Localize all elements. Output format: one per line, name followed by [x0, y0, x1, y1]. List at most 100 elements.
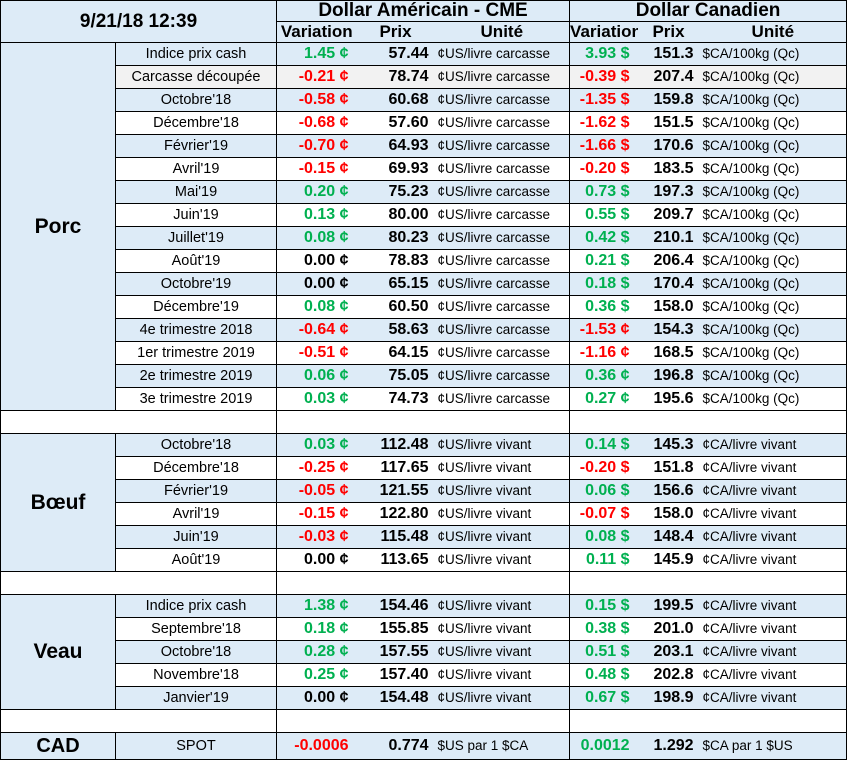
usd-price: 80.00: [356, 203, 435, 227]
usd-variation-header: Variation: [276, 21, 357, 43]
cad-price: 145.9: [637, 548, 700, 572]
usd-unit: ¢US/livre vivant: [434, 640, 571, 664]
table-row: Veau Indice prix cash 1.38 ¢ 154.46 ¢US/livr…: [0, 594, 848, 710]
usd-price: 122.80: [356, 502, 435, 526]
row-label: SPOT: [114, 732, 278, 760]
spacer-cell-usd: [276, 709, 571, 733]
cad-unit: $CA/100kg (Qc): [699, 88, 848, 112]
table-row: Porc Indice prix cash 1.45 ¢ 57.44 ¢US/livre…: [0, 42, 848, 411]
usd-unit: ¢US/livre carcasse: [434, 203, 571, 227]
section-spacer: [0, 571, 848, 595]
cad-variation: -1.66 $: [569, 134, 638, 158]
cad-variation: 0.27 ¢: [569, 387, 638, 411]
cad-variation: -0.20 $: [569, 456, 638, 480]
cad-variation: 0.06 $: [569, 479, 638, 503]
cad-variation: -1.62 $: [569, 111, 638, 135]
usd-price: 78.74: [356, 65, 435, 89]
usd-unit: ¢US/livre vivant: [434, 663, 571, 687]
usd-unit: ¢US/livre carcasse: [434, 42, 571, 66]
row-label: Octobre'18: [114, 640, 278, 664]
usd-price: 0.774: [356, 732, 435, 760]
usd-price: 75.23: [356, 180, 435, 204]
cad-unit: $CA/100kg (Qc): [699, 295, 848, 319]
usd-price: 64.93: [356, 134, 435, 158]
usd-variation: 0.20 ¢: [276, 180, 357, 204]
cad-variation: -0.07 $: [569, 502, 638, 526]
row-label: 2e trimestre 2019: [114, 364, 278, 388]
cad-unit: ¢CA/livre vivant: [699, 548, 848, 572]
usd-price: 69.93: [356, 157, 435, 181]
group-label-boeuf: Bœuf: [0, 433, 116, 572]
usd-price: 60.50: [356, 295, 435, 319]
usd-price: 80.23: [356, 226, 435, 250]
cad-unit: ¢CA/livre vivant: [699, 433, 848, 457]
usd-variation: -0.21 ¢: [276, 65, 357, 89]
row-label: Décembre'19: [114, 295, 278, 319]
cad-price: 197.3: [637, 180, 700, 204]
cad-price: 154.3: [637, 318, 700, 342]
usd-variation: 0.25 ¢: [276, 663, 357, 687]
usd-price: 154.46: [356, 594, 435, 618]
usd-variation: -0.0006: [276, 732, 357, 760]
usd-price: 57.44: [356, 42, 435, 66]
table-row: Août'19 0.00 ¢ 113.65 ¢US/livre vivant 0.11 …: [1, 548, 848, 572]
cad-variation: 0.51 $: [569, 640, 638, 664]
usd-variation: -0.51 ¢: [276, 341, 357, 365]
table-row: Décembre'19 0.08 ¢ 60.50 ¢US/livre carcasse…: [1, 295, 848, 319]
cad-variation: 0.11 $: [569, 548, 638, 572]
usd-variation: -0.68 ¢: [276, 111, 357, 135]
cad-variation: 0.36 $: [569, 295, 638, 319]
usd-unit: ¢US/livre carcasse: [434, 88, 571, 112]
usd-price: 157.55: [356, 640, 435, 664]
cad-unit: $CA/100kg (Qc): [699, 134, 848, 158]
cad-price: 207.4: [637, 65, 700, 89]
usd-variation: -0.03 ¢: [276, 525, 357, 549]
cad-unit: $CA/100kg (Qc): [699, 180, 848, 204]
usd-variation: -0.15 ¢: [276, 502, 357, 526]
cad-price: 199.5: [637, 594, 700, 618]
cad-price: 1.292: [637, 732, 700, 760]
usd-variation: 0.06 ¢: [276, 364, 357, 388]
usd-unit: ¢US/livre vivant: [434, 594, 571, 618]
usd-unit: ¢US/livre vivant: [434, 456, 571, 480]
usd-unit: ¢US/livre vivant: [434, 479, 571, 503]
group-label-veau: Veau: [0, 594, 116, 710]
group-label-porc: Porc: [0, 42, 116, 411]
cad-price: 209.7: [637, 203, 700, 227]
cad-price: 156.6: [637, 479, 700, 503]
cad-unit: ¢CA/livre vivant: [699, 456, 848, 480]
usd-unit: ¢US/livre carcasse: [434, 65, 571, 89]
cad-price: 158.0: [637, 502, 700, 526]
usd-unit: ¢US/livre vivant: [434, 502, 571, 526]
cad-price: 203.1: [637, 640, 700, 664]
cad-unit: $CA/100kg (Qc): [699, 272, 848, 296]
usd-unit: ¢US/livre carcasse: [434, 111, 571, 135]
usd-variation: -0.25 ¢: [276, 456, 357, 480]
cad-variation-header: Variation: [569, 21, 638, 43]
group-label-cad: CAD: [0, 732, 116, 760]
row-label: Indice prix cash: [114, 42, 278, 66]
row-label: Carcasse découpée: [114, 65, 278, 89]
cad-price: 151.3: [637, 42, 700, 66]
cad-price: 202.8: [637, 663, 700, 687]
usd-variation: 0.00 ¢: [276, 686, 357, 710]
row-label: Janvier'19: [114, 686, 278, 710]
usd-unit: ¢US/livre vivant: [434, 548, 571, 572]
spacer-cell-cad: [569, 410, 848, 434]
usd-price: 60.68: [356, 88, 435, 112]
row-label: Septembre'18: [114, 617, 278, 641]
cad-unit: $CA par 1 $US: [699, 732, 848, 760]
usd-variation: 0.08 ¢: [276, 226, 357, 250]
usd-unit: ¢US/livre carcasse: [434, 341, 571, 365]
cad-unit: ¢CA/livre vivant: [699, 640, 848, 664]
cad-price: 158.0: [637, 295, 700, 319]
table-row: Octobre'18 -0.58 ¢ 60.68 ¢US/livre carcasse…: [1, 88, 848, 112]
section-spacer: [0, 410, 848, 434]
row-label: 3e trimestre 2019: [114, 387, 278, 411]
cad-variation: 0.55 $: [569, 203, 638, 227]
cad-price: 170.6: [637, 134, 700, 158]
usd-price: 57.60: [356, 111, 435, 135]
usd-unit: ¢US/livre carcasse: [434, 134, 571, 158]
cad-price: 183.5: [637, 157, 700, 181]
table-row: Juillet'19 0.08 ¢ 80.23 ¢US/livre carcasse 0…: [1, 226, 848, 250]
